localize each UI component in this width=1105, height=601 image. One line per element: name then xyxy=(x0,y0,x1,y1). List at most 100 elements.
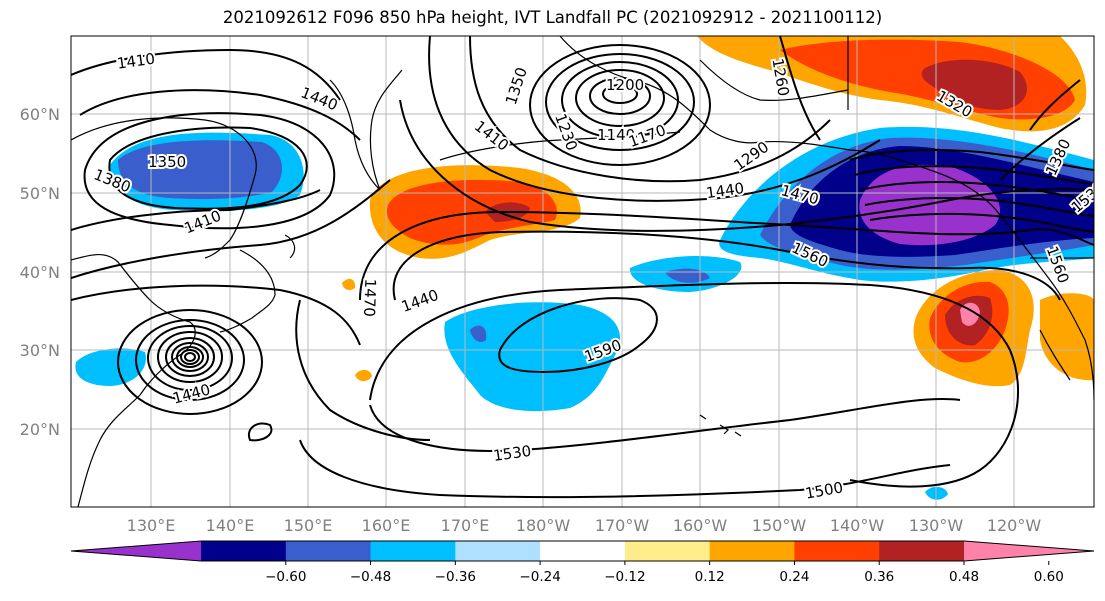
colorbar-segment xyxy=(794,541,880,561)
height-contour xyxy=(561,61,679,139)
height-contour xyxy=(369,398,961,452)
colorbar-outline xyxy=(70,540,1095,562)
colorbar-segment xyxy=(455,541,541,561)
colorbar-segment xyxy=(624,541,711,561)
height-contour xyxy=(83,112,336,230)
height-contour xyxy=(369,281,1019,488)
lat-label: 20°N xyxy=(20,420,60,439)
lon-label: 150°E xyxy=(284,516,333,535)
ivt-positive-region xyxy=(921,59,1028,110)
colorbar-tick-label: −0.12 xyxy=(604,569,645,585)
height-contour xyxy=(171,342,209,372)
ivt-negative-region xyxy=(444,302,621,412)
contour-label: 1470 xyxy=(360,278,379,317)
height-contour xyxy=(545,53,695,151)
colorbar-tick-label: 0.60 xyxy=(1034,569,1064,585)
colorbar-tick-label: −0.60 xyxy=(265,569,306,585)
height-contour xyxy=(1029,79,1081,131)
colorbar-tick-label: 0.48 xyxy=(949,569,979,585)
colorbar-extend-min xyxy=(71,541,201,561)
ivt-positive-region xyxy=(342,278,356,291)
height-contour xyxy=(295,299,431,441)
ivt-negative-region xyxy=(75,348,146,386)
height-contour xyxy=(999,117,1081,181)
colorbar-tick-label: −0.48 xyxy=(350,569,391,585)
lat-label: 50°N xyxy=(20,184,60,203)
contour-label: 1350 xyxy=(148,153,186,171)
colorbar: −0.60 −0.48 −0.36 −0.24 −0.12 0.12 0.24 0.36 0.4… xyxy=(70,540,1095,585)
height-contour xyxy=(108,126,308,210)
japan-coastline xyxy=(284,234,296,259)
height-contour xyxy=(147,325,233,391)
longitude-labels: 130°E 140°E 150°E 160°E 170°E 180°W 170°… xyxy=(127,516,1042,535)
asia-coastline xyxy=(71,117,257,259)
height-contour xyxy=(498,297,658,374)
height-contour xyxy=(71,48,341,101)
height-contour xyxy=(299,439,951,499)
height-contours xyxy=(71,36,1094,499)
height-contour xyxy=(392,230,1061,301)
colorbar-segment xyxy=(709,541,795,561)
map-title: 2021092612 F096 850 hPa height, IVT Land… xyxy=(222,8,883,27)
ivt-negative-region xyxy=(118,140,283,200)
height-contour xyxy=(602,84,638,104)
asia-coastline xyxy=(71,254,196,507)
height-contour xyxy=(165,337,215,377)
height-contour xyxy=(428,36,881,202)
height-contour xyxy=(575,69,665,127)
lat-label: 60°N xyxy=(20,105,60,124)
height-contour xyxy=(71,284,361,346)
height-contour xyxy=(135,319,245,401)
colorbar-segment xyxy=(540,541,626,561)
baja-coastline xyxy=(1039,329,1071,381)
height-contour xyxy=(247,422,273,442)
lon-label: 130°W xyxy=(909,516,964,535)
alaska-coastline xyxy=(699,59,849,101)
height-contour xyxy=(117,309,263,415)
height-contour xyxy=(854,165,1094,185)
colorbar-tick-label: 0.36 xyxy=(864,569,894,585)
height-contour xyxy=(184,352,196,362)
height-contour xyxy=(157,331,223,383)
lon-label: 160°W xyxy=(673,516,728,535)
ivt-positive-region xyxy=(1040,293,1094,381)
height-contour xyxy=(589,77,651,115)
height-contour xyxy=(79,89,361,141)
height-contour xyxy=(529,44,711,166)
height-contour xyxy=(180,349,200,365)
colorbar-segment xyxy=(201,541,287,561)
colorbar-segment xyxy=(285,541,372,561)
height-contour xyxy=(399,99,1094,232)
map-frame xyxy=(70,35,1095,508)
kamchatka-coastline xyxy=(329,69,403,191)
height-contour xyxy=(869,212,1094,233)
lon-label: 150°W xyxy=(752,516,807,535)
height-contour xyxy=(859,181,1094,201)
lon-label: 140°W xyxy=(830,516,885,535)
lon-label: 140°E xyxy=(206,516,255,535)
height-contour xyxy=(864,196,1094,217)
contour-label: 1140 xyxy=(597,126,635,144)
colorbar-extend-max xyxy=(964,541,1094,561)
contour-label: 1200 xyxy=(606,76,644,94)
ivt-negative-region xyxy=(470,325,487,342)
colorbar-tick-label: −0.36 xyxy=(435,569,476,585)
height-contour xyxy=(779,36,821,141)
colorbar-tick-label: −0.24 xyxy=(519,569,560,585)
lon-label: 160°E xyxy=(362,516,411,535)
ivt-positive-region xyxy=(960,302,980,326)
colorbar-segment xyxy=(879,541,965,561)
colorbar-tick-label: 0.24 xyxy=(779,569,809,585)
coastlines xyxy=(71,36,1094,507)
japan-coastline xyxy=(219,249,276,333)
lon-label: 170°E xyxy=(441,516,490,535)
height-contour xyxy=(71,189,321,231)
lon-label: 170°W xyxy=(595,516,650,535)
height-contour xyxy=(71,179,391,279)
colorbar-segment xyxy=(370,541,456,561)
alaska-coastline xyxy=(559,36,1094,401)
lat-label: 40°N xyxy=(20,263,60,282)
colorbar-tick-label: 0.12 xyxy=(695,569,725,585)
height-contour xyxy=(176,346,204,368)
